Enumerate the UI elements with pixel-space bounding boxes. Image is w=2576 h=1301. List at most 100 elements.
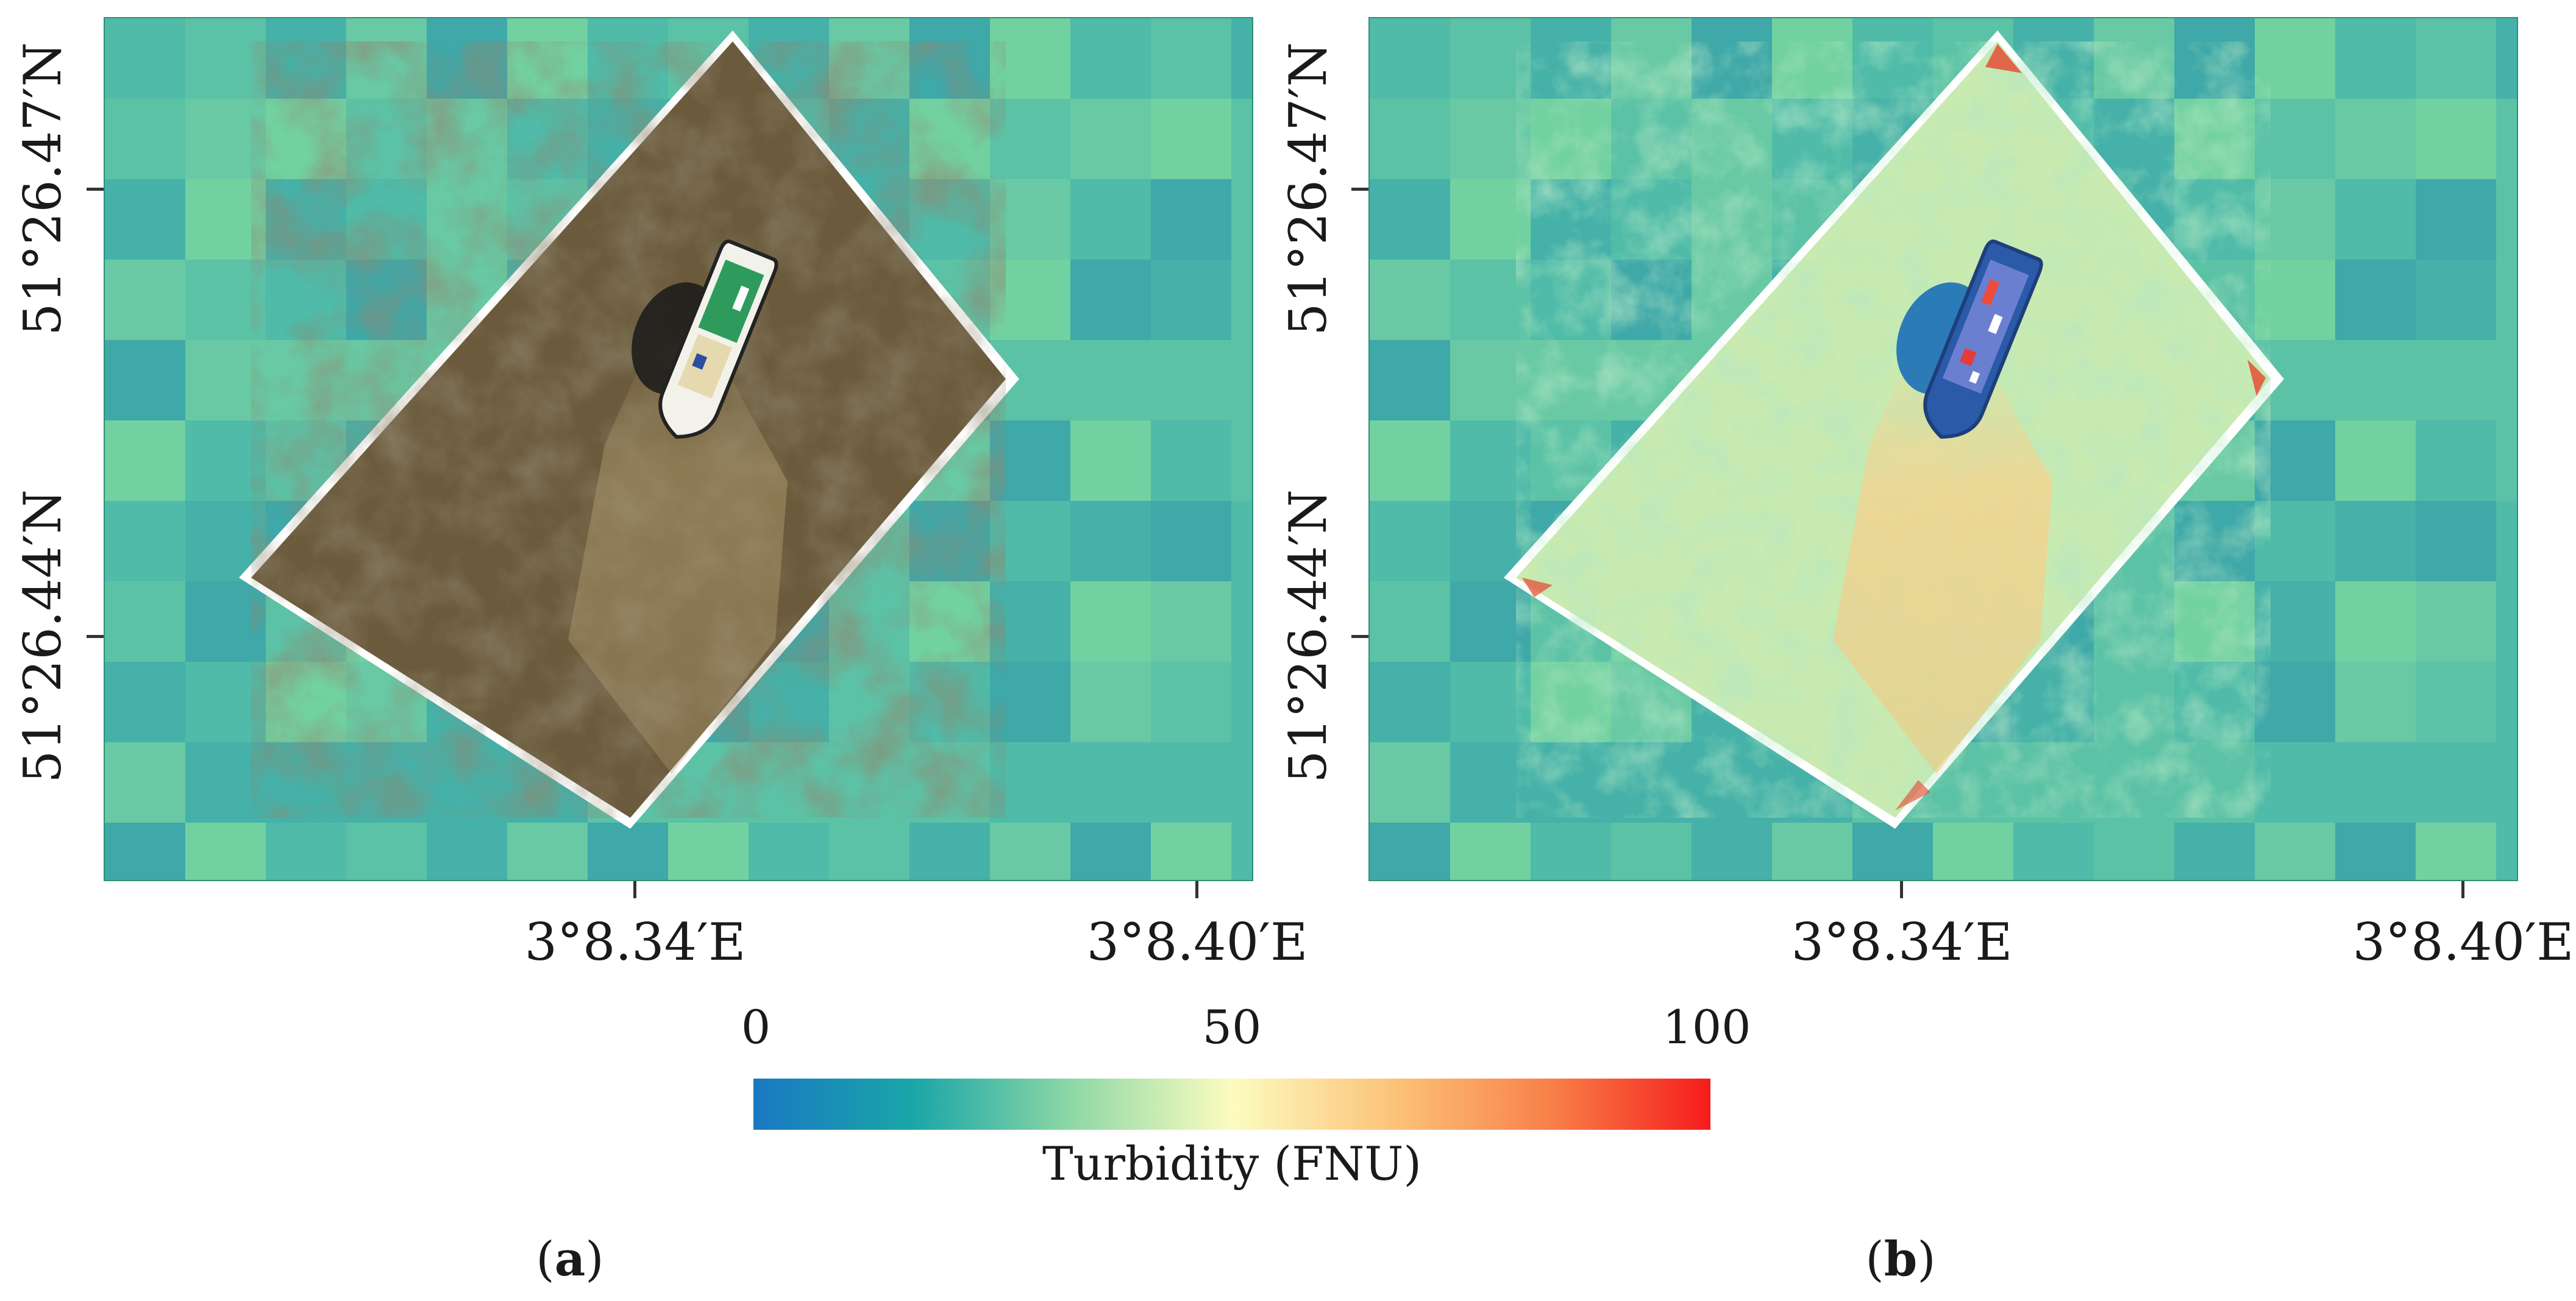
satellite-pixel xyxy=(1070,742,1151,823)
satellite-pixel xyxy=(2335,823,2416,880)
satellite-pixel xyxy=(2416,662,2497,743)
satellite-pixel xyxy=(1231,179,1252,260)
satellite-pixel xyxy=(1070,420,1151,502)
satellite-pixel xyxy=(105,581,186,662)
x-tick-label-a1: 3°8.34′E xyxy=(524,912,746,972)
satellite-pixel xyxy=(909,662,991,743)
y-tick-mark-a2 xyxy=(87,635,104,638)
satellite-pixel xyxy=(1070,662,1151,743)
satellite-pixel xyxy=(2174,18,2255,99)
satellite-pixel xyxy=(105,260,186,341)
colorbar-tick-100: 100 xyxy=(1662,1000,1751,1054)
satellite-pixel xyxy=(1692,742,1773,823)
satellite-pixel xyxy=(1450,662,1531,743)
colorbar-tick-0: 0 xyxy=(741,1000,771,1054)
satellite-pixel xyxy=(1692,823,1773,880)
satellite-pixel xyxy=(1151,99,1232,180)
edge-artifact xyxy=(1985,44,2022,73)
satellite-pixel xyxy=(2094,18,2175,99)
satellite-pixel xyxy=(2174,179,2255,260)
satellite-pixel xyxy=(2174,662,2255,743)
satellite-pixel xyxy=(266,823,347,880)
satellite-pixel xyxy=(2416,260,2497,341)
satellite-pixel xyxy=(2255,662,2336,743)
satellite-pixel xyxy=(507,18,588,99)
satellite-pixel xyxy=(1531,179,1612,260)
satellite-pixel xyxy=(2496,99,2517,180)
ship xyxy=(1896,239,2043,439)
satellite-pixel xyxy=(588,823,669,880)
satellite-pixel xyxy=(1611,18,1692,99)
satellite-pixel xyxy=(2255,179,2336,260)
satellite-pixel xyxy=(1450,99,1531,180)
satellite-pixel xyxy=(2174,742,2255,823)
satellite-pixel xyxy=(346,99,427,180)
satellite-pixel xyxy=(2335,340,2416,421)
satellite-pixel xyxy=(829,823,910,880)
satellite-pixel xyxy=(1450,18,1531,99)
satellite-pixel xyxy=(990,99,1071,180)
satellite-pixel xyxy=(1450,581,1531,662)
satellite-pixel xyxy=(1151,501,1232,582)
satellite-pixel xyxy=(990,18,1071,99)
satellite-pixel xyxy=(2416,340,2497,421)
satellite-pixel xyxy=(1231,501,1252,582)
satellite-pixel xyxy=(1151,340,1232,421)
satellite-pixel xyxy=(1611,260,1692,341)
map-canvas-b xyxy=(1370,18,2517,880)
satellite-pixel xyxy=(1450,823,1531,880)
satellite-pixel xyxy=(1450,260,1531,341)
satellite-pixel xyxy=(1611,179,1692,260)
satellite-pixel xyxy=(1370,99,1451,180)
satellite-pixel xyxy=(346,18,427,99)
satellite-pixel xyxy=(2255,420,2336,502)
satellite-pixel xyxy=(1151,823,1232,880)
map-panel-a[interactable] xyxy=(104,17,1253,881)
satellite-pixel xyxy=(1231,99,1252,180)
satellite-pixel xyxy=(1070,18,1151,99)
satellite-pixel xyxy=(266,340,347,421)
satellite-pixel xyxy=(1531,340,1612,421)
map-panel-b[interactable] xyxy=(1368,17,2518,881)
satellite-pixel xyxy=(427,742,508,823)
satellite-pixel xyxy=(2416,18,2497,99)
satellite-pixel xyxy=(909,99,991,180)
satellite-pixel xyxy=(829,662,910,743)
satellite-pixel xyxy=(1611,823,1692,880)
satellite-pixel xyxy=(105,99,186,180)
satellite-pixel xyxy=(1231,340,1252,421)
satellite-pixel xyxy=(507,99,588,180)
edge-artifact xyxy=(1895,780,1930,810)
satellite-pixel xyxy=(266,18,347,99)
satellite-pixel xyxy=(1531,823,1612,880)
colorbar-title: Turbidity (FNU) xyxy=(1042,1136,1422,1191)
satellite-pixel xyxy=(427,823,508,880)
satellite-pixel xyxy=(266,742,347,823)
satellite-pixel xyxy=(2094,742,2175,823)
satellite-pixel xyxy=(2255,742,2336,823)
satellite-pixel xyxy=(2416,501,2497,582)
satellite-pixel xyxy=(2416,179,2497,260)
satellite-pixel xyxy=(1151,260,1232,341)
satellite-pixel xyxy=(2335,179,2416,260)
satellite-pixel xyxy=(2255,260,2336,341)
satellite-pixel xyxy=(2255,823,2336,880)
satellite-pixel xyxy=(185,260,266,341)
satellite-pixel xyxy=(1611,742,1692,823)
satellite-pixel xyxy=(2496,420,2517,502)
satellite-pixel xyxy=(427,18,508,99)
ship xyxy=(632,239,778,439)
satellite-pixel xyxy=(346,742,427,823)
satellite-pixel xyxy=(185,340,266,421)
x-tick-mark-b1 xyxy=(1900,881,1903,898)
satellite-pixel xyxy=(2335,581,2416,662)
satellite-pixel xyxy=(105,179,186,260)
satellite-pixel xyxy=(185,18,266,99)
satellite-pixel xyxy=(1151,742,1232,823)
satellite-pixel xyxy=(266,99,347,180)
satellite-pixel xyxy=(1151,179,1232,260)
satellite-pixel xyxy=(2174,581,2255,662)
satellite-pixel xyxy=(1070,99,1151,180)
satellite-pixel xyxy=(1531,99,1612,180)
satellite-pixel xyxy=(2416,420,2497,502)
